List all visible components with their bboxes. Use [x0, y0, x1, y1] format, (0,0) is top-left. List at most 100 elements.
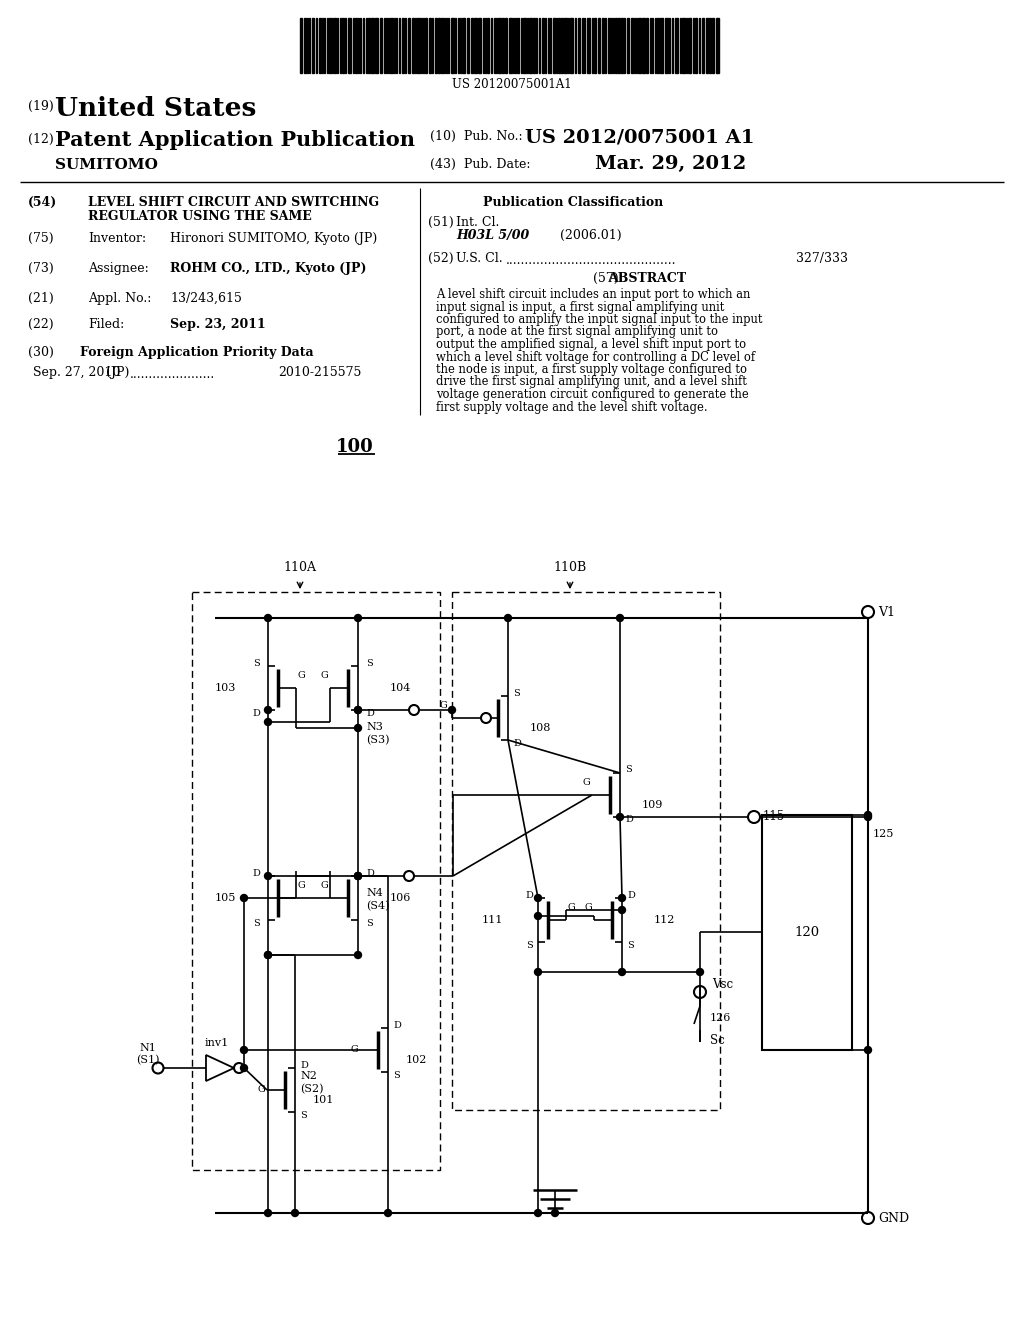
Bar — [692, 18, 694, 73]
Bar — [428, 18, 431, 73]
Bar — [412, 18, 414, 73]
Text: 13/243,615: 13/243,615 — [170, 292, 242, 305]
Text: Vsc: Vsc — [712, 978, 733, 990]
Bar — [327, 18, 328, 73]
Bar — [528, 18, 531, 73]
Bar — [582, 18, 583, 73]
Text: S: S — [253, 659, 260, 668]
Text: (12): (12) — [28, 133, 53, 147]
Bar — [659, 18, 663, 73]
Bar — [553, 18, 555, 73]
Bar — [303, 18, 305, 73]
Bar — [587, 18, 590, 73]
Text: S: S — [513, 689, 520, 697]
Text: Mar. 29, 2012: Mar. 29, 2012 — [595, 154, 746, 173]
Circle shape — [616, 813, 624, 821]
Text: SUMITOMO: SUMITOMO — [55, 158, 158, 172]
Bar — [542, 18, 544, 73]
Bar — [695, 18, 697, 73]
Circle shape — [264, 873, 271, 879]
Text: G: G — [439, 701, 447, 710]
Text: 109: 109 — [642, 800, 664, 810]
Bar — [517, 18, 519, 73]
Text: 104: 104 — [390, 682, 412, 693]
Text: D: D — [300, 1060, 308, 1069]
Circle shape — [264, 706, 271, 714]
Text: G: G — [298, 880, 306, 890]
Bar — [417, 18, 420, 73]
Text: Filed:: Filed: — [88, 318, 124, 331]
Text: D: D — [625, 816, 633, 825]
Circle shape — [354, 952, 361, 958]
Bar — [656, 18, 658, 73]
Bar — [505, 18, 507, 73]
Text: Patent Application Publication: Patent Application Publication — [55, 129, 415, 150]
Circle shape — [618, 895, 626, 902]
Bar — [716, 18, 719, 73]
Text: LEVEL SHIFT CIRCUIT AND SWITCHING: LEVEL SHIFT CIRCUIT AND SWITCHING — [88, 195, 379, 209]
Text: ......................: ...................... — [130, 368, 215, 381]
Circle shape — [552, 1209, 558, 1217]
Text: (51): (51) — [428, 216, 454, 228]
Circle shape — [354, 873, 361, 879]
Bar — [631, 18, 633, 73]
Circle shape — [616, 615, 624, 622]
Text: S: S — [393, 1071, 399, 1080]
Bar — [594, 18, 596, 73]
Text: Assignee:: Assignee: — [88, 261, 148, 275]
Circle shape — [535, 969, 542, 975]
Bar — [578, 18, 580, 73]
Text: 105: 105 — [215, 894, 236, 903]
Text: 101: 101 — [313, 1096, 335, 1105]
Text: G: G — [583, 777, 590, 787]
Text: (19): (19) — [28, 100, 53, 114]
Bar — [452, 591, 720, 1110]
Text: configured to amplify the input signal input to the input: configured to amplify the input signal i… — [436, 313, 763, 326]
Bar — [329, 18, 331, 73]
Text: D: D — [513, 738, 521, 747]
Circle shape — [618, 969, 626, 975]
Bar — [597, 18, 600, 73]
Text: 108: 108 — [530, 723, 551, 733]
Text: S: S — [253, 919, 260, 928]
Text: inv1: inv1 — [205, 1038, 229, 1048]
Circle shape — [264, 952, 271, 958]
Text: Hironori SUMITOMO, Kyoto (JP): Hironori SUMITOMO, Kyoto (JP) — [170, 232, 377, 246]
Text: (75): (75) — [28, 232, 53, 246]
Text: (10)  Pub. No.:: (10) Pub. No.: — [430, 129, 522, 143]
Text: V1: V1 — [878, 606, 895, 619]
Text: G: G — [350, 1045, 358, 1055]
Text: drive the first signal amplifying unit, and a level shift: drive the first signal amplifying unit, … — [436, 375, 746, 388]
Circle shape — [384, 1209, 391, 1217]
Bar — [455, 18, 456, 73]
Bar — [355, 18, 357, 73]
Text: 115: 115 — [763, 810, 785, 824]
Bar — [434, 18, 436, 73]
Circle shape — [864, 1047, 871, 1053]
Bar — [375, 18, 378, 73]
Text: port, a node at the first signal amplifying unit to: port, a node at the first signal amplify… — [436, 326, 718, 338]
Text: input signal is input, a first signal amplifying unit: input signal is input, a first signal am… — [436, 301, 724, 314]
Bar — [672, 18, 673, 73]
Bar — [627, 18, 629, 73]
Circle shape — [535, 912, 542, 920]
Circle shape — [354, 706, 361, 714]
Bar — [509, 18, 512, 73]
Bar — [390, 18, 392, 73]
Circle shape — [449, 706, 456, 714]
Text: the node is input, a first supply voltage configured to: the node is input, a first supply voltag… — [436, 363, 746, 376]
Circle shape — [354, 706, 361, 714]
Circle shape — [354, 873, 361, 879]
Text: Sep. 23, 2011: Sep. 23, 2011 — [170, 318, 266, 331]
Bar — [621, 18, 623, 73]
Text: D: D — [252, 869, 260, 878]
Bar — [318, 18, 321, 73]
Bar — [334, 18, 336, 73]
Text: (52): (52) — [428, 252, 454, 265]
Text: G: G — [585, 903, 592, 912]
Text: (21): (21) — [28, 292, 53, 305]
Text: ABSTRACT: ABSTRACT — [608, 272, 686, 285]
Text: 2010-215575: 2010-215575 — [278, 366, 361, 379]
Text: US 20120075001A1: US 20120075001A1 — [453, 78, 571, 91]
Circle shape — [264, 1209, 271, 1217]
